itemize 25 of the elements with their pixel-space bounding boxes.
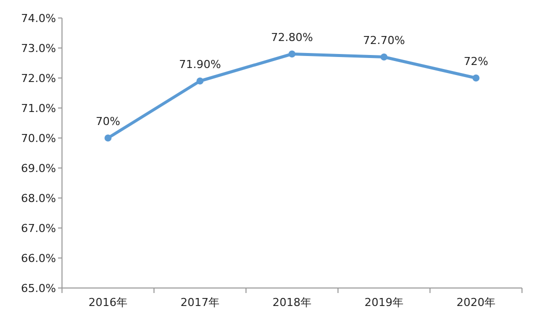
- point: [196, 78, 204, 84]
- point: [104, 134, 112, 142]
- y-tick-label: 68.0%: [21, 192, 56, 205]
- data-label: 71.90%: [179, 58, 221, 71]
- x-tick-label: 2018年: [272, 296, 312, 309]
- y-tick-label: 70.0%: [21, 132, 56, 145]
- point: [472, 74, 480, 82]
- y-tick-label: 66.0%: [21, 252, 56, 265]
- data-label: 70%: [96, 115, 120, 128]
- y-tick-label: 69.0%: [21, 162, 56, 175]
- x-tick-label: 2017年: [180, 296, 220, 309]
- y-tick-label: 73.0%: [21, 42, 56, 55]
- data-label: 72.80%: [271, 31, 313, 44]
- x-tick-label: 2016年: [88, 296, 128, 309]
- point: [288, 50, 296, 58]
- y-tick-label: 71.0%: [21, 102, 56, 115]
- y-tick-label: 72.0%: [21, 72, 56, 85]
- y-tick-label: 65.0%: [21, 282, 56, 295]
- data-label: 72%: [464, 55, 488, 68]
- y-tick-label: 74.0%: [21, 12, 56, 25]
- point: [380, 54, 388, 60]
- x-tick-label: 2019年: [364, 296, 404, 309]
- x-tick-label: 2020年: [456, 296, 496, 309]
- y-tick-label: 67.0%: [21, 222, 56, 235]
- data-label: 72.70%: [363, 34, 405, 47]
